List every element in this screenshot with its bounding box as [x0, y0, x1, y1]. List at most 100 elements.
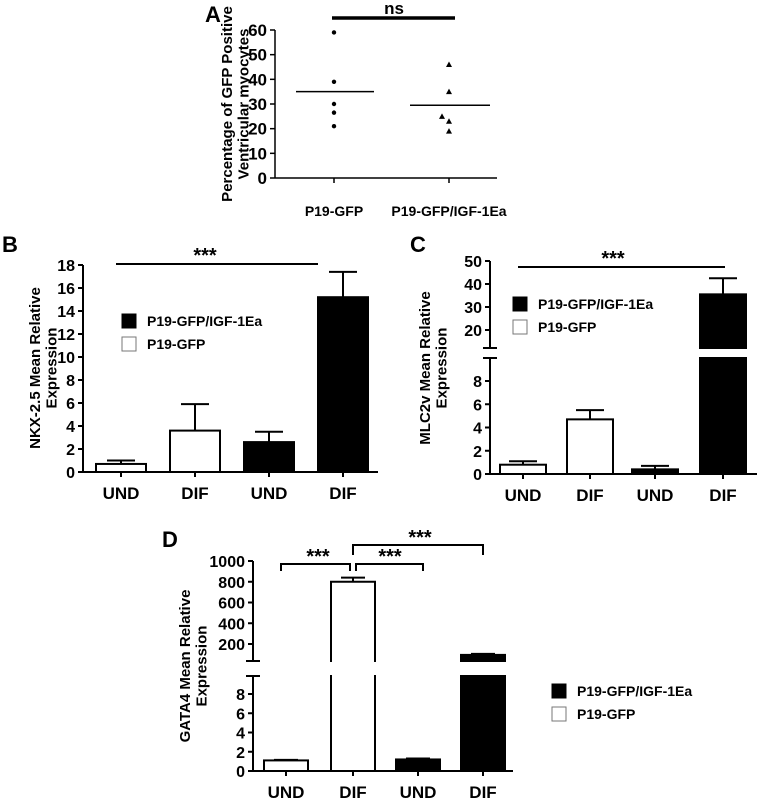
- y-axis-title-line: Expression: [194, 626, 211, 707]
- x-tick-label: DIF: [339, 783, 366, 801]
- y-tick-label: 2: [473, 444, 482, 461]
- y-tick-label: 6: [473, 397, 482, 414]
- y-tick-label: 60: [248, 21, 267, 40]
- data-point: [446, 118, 452, 124]
- bar-p19-gfp: [499, 463, 547, 476]
- x-tick-label: UND: [400, 783, 437, 801]
- significance-label: ***: [408, 527, 432, 549]
- y-tick-label: 4: [236, 726, 245, 743]
- legend-swatch: [512, 296, 528, 312]
- y-tick-label: 1000: [209, 554, 245, 571]
- x-tick-label: P19-GFP/IGF-1Ea: [391, 203, 506, 219]
- y-axis-title-line: MLC2v Mean Relative: [417, 291, 434, 444]
- y-axis-title-line: Expression: [44, 328, 61, 409]
- x-tick-label: DIF: [576, 486, 603, 505]
- x-tick-label: UND: [103, 484, 140, 503]
- x-tick-label: UND: [251, 484, 288, 503]
- data-point: [446, 88, 452, 95]
- y-axis-title-line: GATA4 Mean Relative: [177, 590, 194, 743]
- y-tick-label: 0: [236, 764, 245, 781]
- legend-label: P19-GFP/IGF-1Ea: [577, 683, 692, 699]
- y-tick-label: 12: [57, 327, 75, 344]
- bar-p19-gfp: [169, 429, 221, 474]
- y-tick-label: 2: [236, 745, 245, 762]
- y-tick-label: 200: [218, 637, 245, 654]
- bar-p19-gfp-igf: [631, 468, 679, 476]
- y-tick-label: 8: [473, 374, 482, 391]
- legend-swatch: [551, 706, 567, 722]
- y-tick-label: 6: [236, 706, 245, 723]
- significance-label: ***: [193, 245, 217, 267]
- panel-letter: C: [410, 232, 426, 257]
- axis-break-gap: [329, 662, 377, 675]
- legend-label: P19-GFP: [577, 706, 635, 722]
- y-tick-label: 4: [473, 421, 482, 438]
- data-point: [446, 61, 452, 68]
- x-tick-label: UND: [637, 486, 674, 505]
- y-axis-title: MLC2v Mean RelativeExpression: [417, 291, 451, 444]
- y-tick-label: 40: [248, 70, 267, 89]
- y-axis-title: GATA4 Mean RelativeExpression: [177, 590, 211, 743]
- bar-p19-gfp-igf: [243, 441, 295, 474]
- significance-label: ***: [601, 248, 625, 270]
- bar-p19-gfp: [95, 462, 147, 474]
- significance-label: ns: [384, 0, 404, 18]
- y-tick-label: 14: [57, 304, 75, 321]
- legend-label: P19-GFP/IGF-1Ea: [147, 313, 262, 329]
- bar-p19-gfp-igf: [317, 296, 369, 474]
- y-tick-label: 400: [218, 616, 245, 633]
- panel-letter: B: [2, 232, 18, 257]
- significance-label: ***: [306, 546, 330, 568]
- significance-bracket: [352, 544, 484, 555]
- data-point: [331, 79, 337, 85]
- y-axis-title-line: Expression: [434, 328, 451, 409]
- legend-label: P19-GFP/IGF-1Ea: [538, 296, 653, 312]
- x-tick-label: DIF: [181, 484, 208, 503]
- y-axis-title-line: Percentage of GFP Positive: [219, 6, 236, 202]
- data-point: [331, 110, 337, 115]
- y-tick-label: 2: [66, 442, 75, 459]
- y-tick-label: 20: [248, 120, 267, 139]
- y-tick-label: 16: [57, 281, 75, 298]
- bar-p19-gfp-igf: [699, 293, 747, 475]
- y-tick-label: 50: [248, 46, 267, 65]
- panel-d-gata4-bar-chart: D 0 2 4 6 8 200 400 600 800 1000 GATA4 Mean Relativ…: [162, 527, 692, 801]
- y-tick-label: 20: [464, 323, 482, 340]
- legend-label: P19-GFP: [147, 336, 205, 352]
- y-axis-title-line: Ventricular myocytes: [236, 29, 253, 180]
- data-point: [439, 113, 445, 119]
- panel-b-nkx25-bar-chart: B 0 2 4 6 8 10 12 14 16 18 NKX-2.5 Mean RelativeExp…: [2, 232, 378, 503]
- y-tick-label: 30: [248, 95, 267, 114]
- x-tick-label: P19-GFP: [305, 203, 363, 219]
- y-axis-title: NKX-2.5 Mean RelativeExpression: [27, 287, 61, 449]
- y-axis-title: Percentage of GFP PositiveVentricular my…: [219, 6, 253, 202]
- y-tick-label: 800: [218, 575, 245, 592]
- axis-break-gap: [698, 349, 748, 357]
- legend-swatch: [512, 319, 528, 335]
- significance-bracket: [355, 563, 424, 571]
- x-tick-label: UND: [268, 783, 305, 801]
- significance-label: ***: [378, 546, 402, 568]
- y-tick-label: 18: [57, 258, 75, 275]
- legend-swatch: [121, 313, 137, 329]
- y-axis-title-line: NKX-2.5 Mean Relative: [27, 287, 44, 449]
- bar-p19-gfp: [330, 580, 376, 772]
- significance-bracket: [280, 563, 351, 571]
- x-tick-label: UND: [505, 486, 542, 505]
- y-tick-label: 0: [473, 467, 482, 484]
- bar-p19-gfp-igf: [395, 758, 441, 773]
- y-tick-label: 8: [236, 687, 245, 704]
- bar-p19-gfp: [263, 759, 309, 772]
- panel-c-mlc2v-bar-chart: C 0 2 4 6 8 20 30 40 50 MLC2v Mean RelativeExpress…: [410, 232, 757, 505]
- data-point: [331, 101, 337, 107]
- y-tick-label: 40: [464, 277, 482, 294]
- legend-swatch: [551, 683, 567, 699]
- panel-letter: D: [162, 527, 178, 552]
- data-point: [331, 30, 337, 35]
- panel-a-scatter-chart: A 0 10 20 30 40 50 60 P19-GFP P19-GFP/IGF-1Ea Perc…: [205, 0, 507, 219]
- legend-label: P19-GFP: [538, 319, 596, 335]
- y-tick-label: 50: [464, 254, 482, 271]
- data-point: [331, 124, 337, 129]
- y-tick-label: 600: [218, 596, 245, 613]
